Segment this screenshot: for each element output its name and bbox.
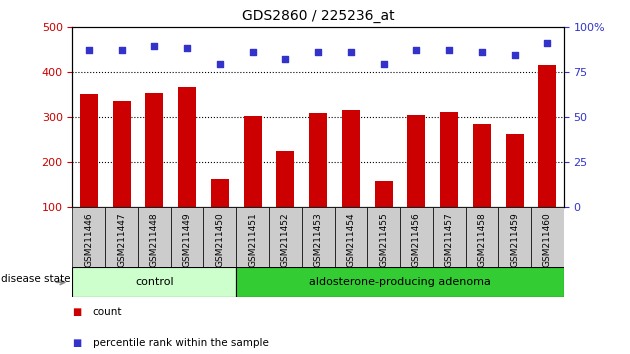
Text: percentile rank within the sample: percentile rank within the sample [93, 338, 268, 348]
Bar [506, 133, 524, 207]
Point [84, 47, 94, 53]
Bar [539, 65, 556, 207]
Point [280, 56, 290, 62]
Point [542, 40, 553, 46]
Text: GSM211451: GSM211451 [248, 212, 257, 267]
Text: ■: ■ [72, 307, 82, 316]
Point [477, 49, 487, 55]
Bar [433, 207, 466, 267]
Bar [80, 94, 98, 207]
Text: GSM211447: GSM211447 [117, 212, 126, 267]
Text: GSM211454: GSM211454 [346, 212, 355, 267]
Text: GSM211456: GSM211456 [412, 212, 421, 267]
Point [379, 62, 389, 67]
Bar [400, 207, 433, 267]
Text: disease state: disease state [1, 274, 71, 284]
Bar [72, 267, 236, 297]
Text: GSM211453: GSM211453 [314, 212, 323, 267]
Bar [269, 207, 302, 267]
Bar [375, 181, 392, 207]
Bar [498, 207, 531, 267]
Point [444, 47, 454, 53]
Point [215, 62, 225, 67]
Bar [408, 115, 425, 207]
Bar [171, 207, 203, 267]
Bar [244, 116, 261, 207]
Bar [105, 207, 138, 267]
Point [346, 49, 356, 55]
Point [313, 49, 323, 55]
Bar [531, 207, 564, 267]
Bar [146, 93, 163, 207]
Bar [302, 207, 335, 267]
Bar [335, 207, 367, 267]
Bar [113, 101, 130, 207]
Bar [440, 112, 458, 207]
Bar [236, 267, 564, 297]
Text: ■: ■ [72, 338, 82, 348]
Point [411, 47, 421, 53]
Text: count: count [93, 307, 122, 316]
Bar [473, 125, 491, 207]
Text: GSM211450: GSM211450 [215, 212, 224, 267]
Bar [277, 151, 294, 207]
Point [248, 49, 258, 55]
Bar [309, 113, 327, 207]
Point [149, 44, 159, 49]
Bar [178, 87, 196, 207]
Bar [203, 207, 236, 267]
Point [117, 47, 127, 53]
Text: control: control [135, 277, 174, 287]
Text: GSM211455: GSM211455 [379, 212, 388, 267]
Point [510, 53, 520, 58]
Bar [236, 207, 269, 267]
Text: GSM211452: GSM211452 [281, 212, 290, 267]
Text: GSM211448: GSM211448 [150, 212, 159, 267]
Text: GSM211458: GSM211458 [478, 212, 486, 267]
Bar [466, 207, 498, 267]
Text: GSM211446: GSM211446 [84, 212, 93, 267]
Text: GSM211460: GSM211460 [543, 212, 552, 267]
Text: GSM211459: GSM211459 [510, 212, 519, 267]
Bar [138, 207, 171, 267]
Bar [211, 179, 229, 207]
Bar [342, 110, 360, 207]
Text: GSM211449: GSM211449 [183, 212, 192, 267]
Bar [367, 207, 400, 267]
Text: GSM211457: GSM211457 [445, 212, 454, 267]
Text: aldosterone-producing adenoma: aldosterone-producing adenoma [309, 277, 491, 287]
Point [182, 45, 192, 51]
Bar [72, 207, 105, 267]
Text: GDS2860 / 225236_at: GDS2860 / 225236_at [242, 9, 394, 23]
